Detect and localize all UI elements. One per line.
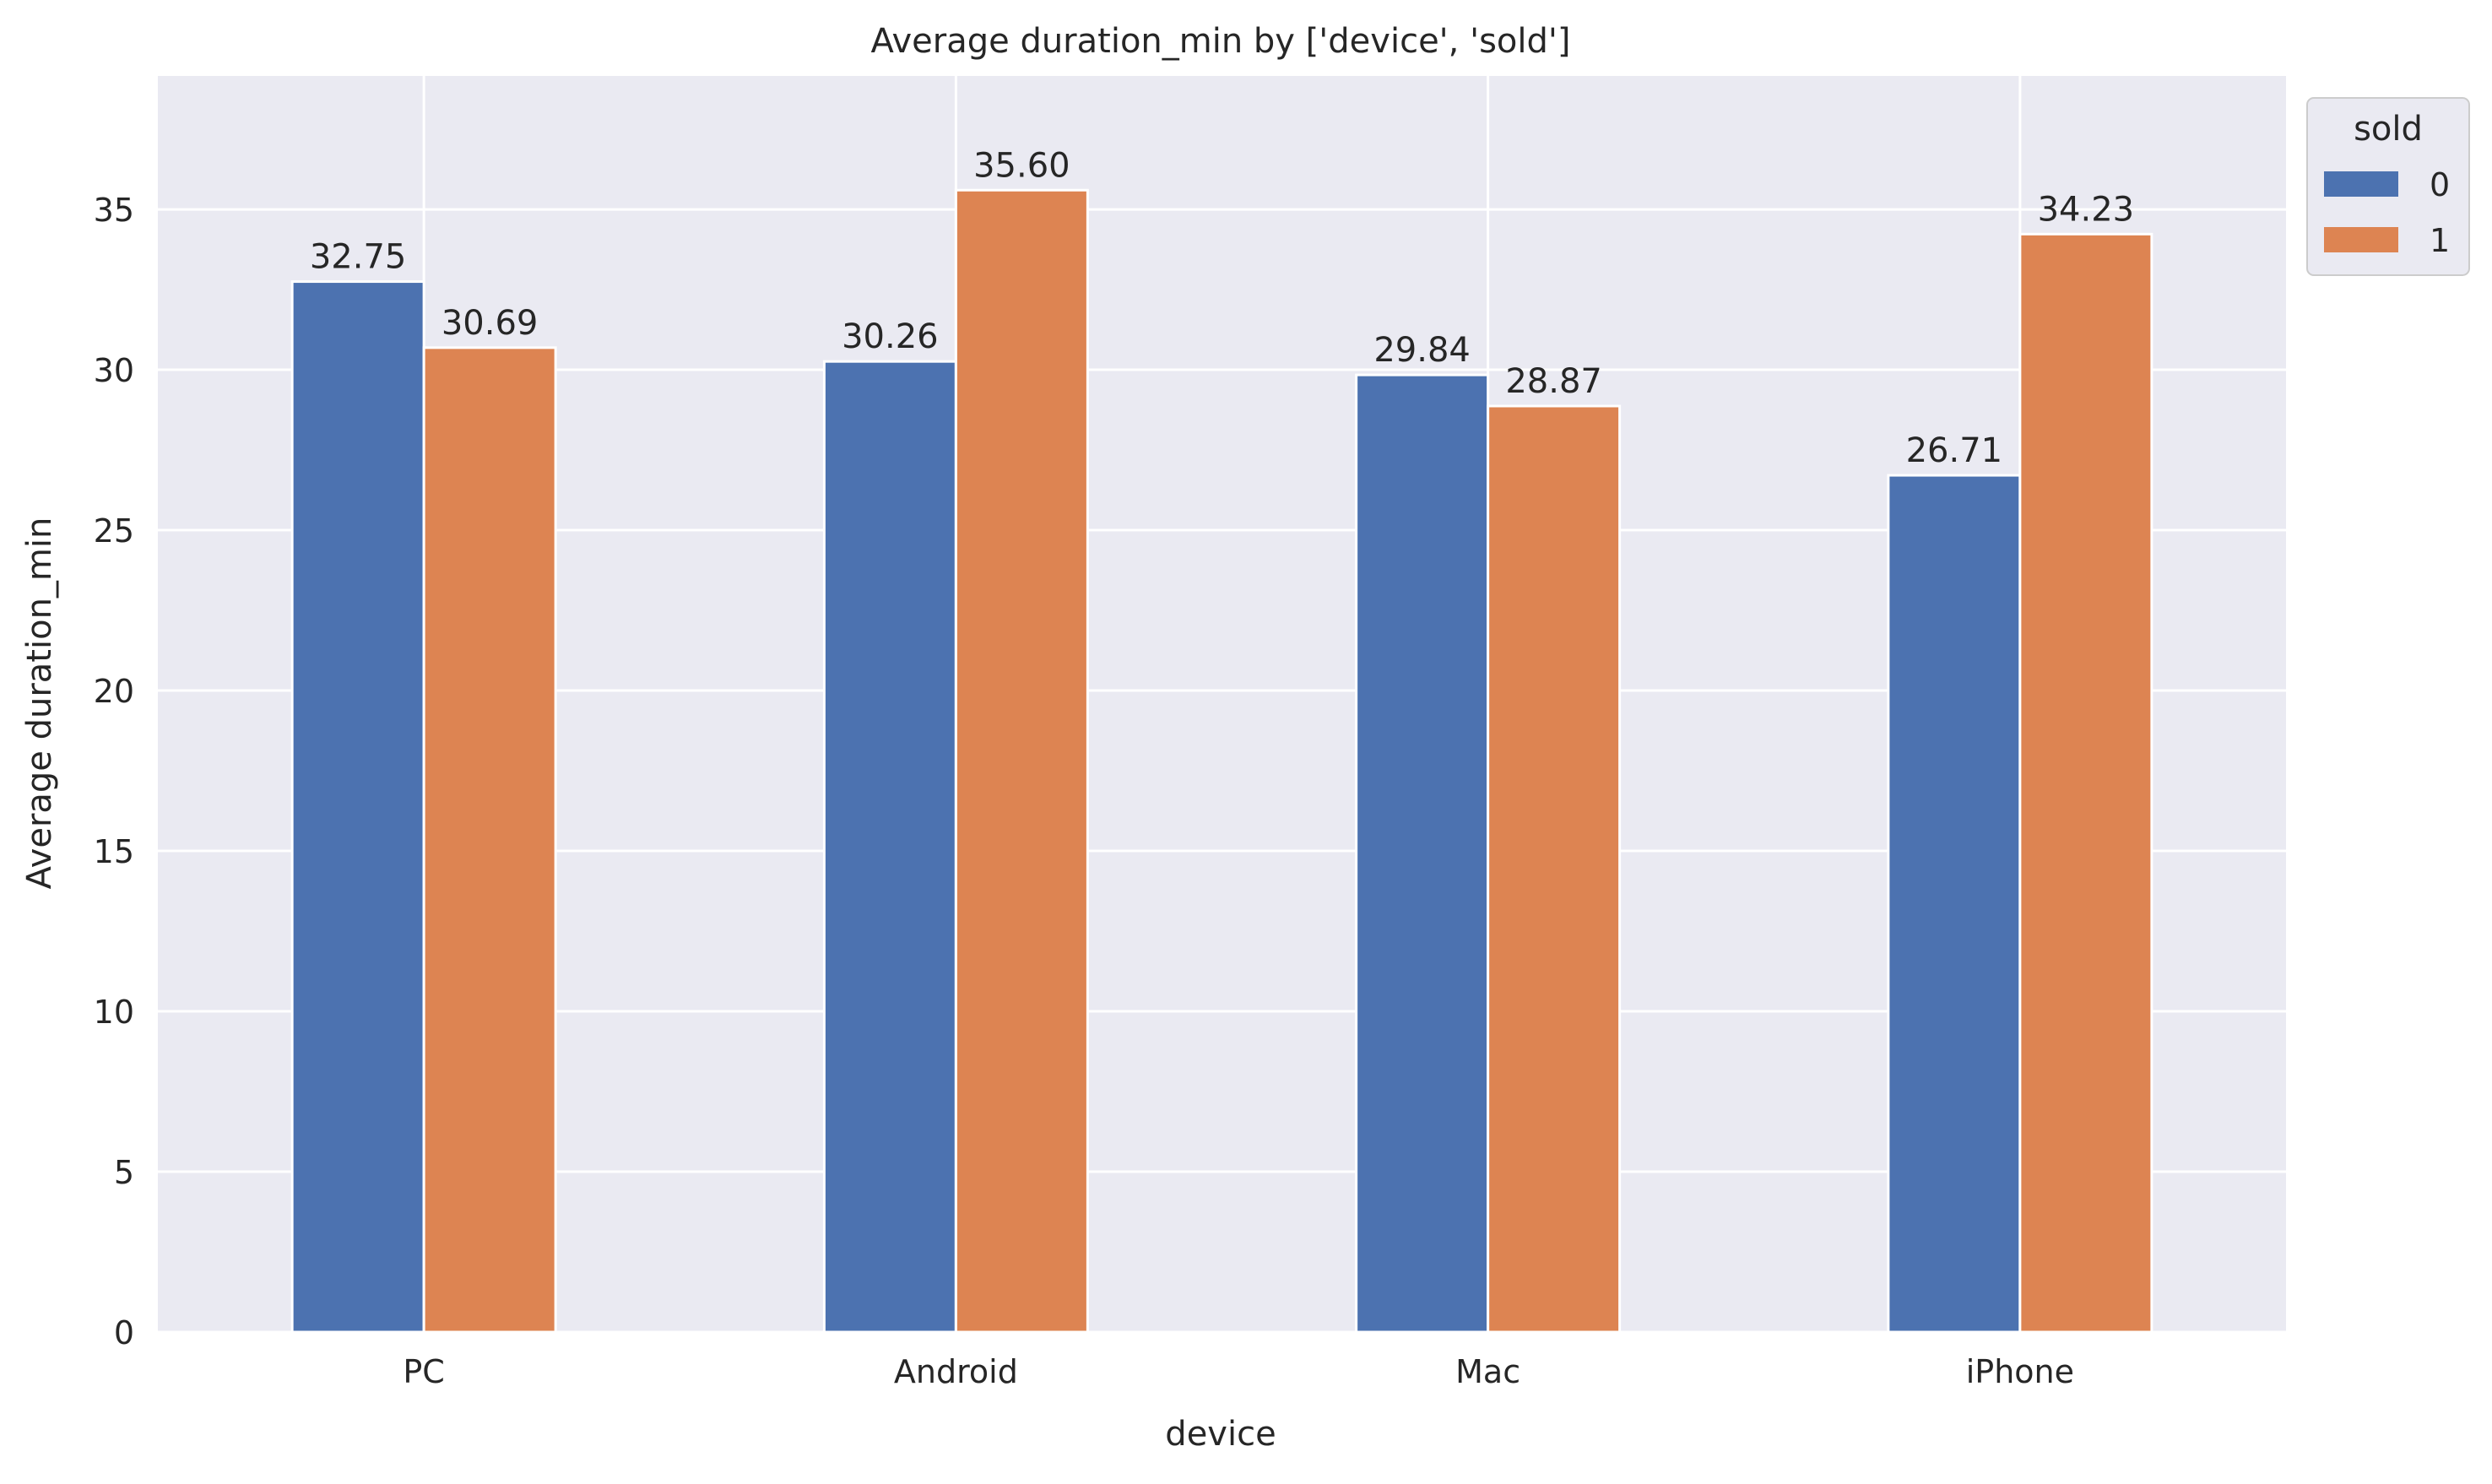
- y-tick-label: 0: [114, 1314, 134, 1351]
- y-tick-labels: 0 5 10 15 20 25 30 35: [94, 192, 134, 1351]
- bar-data-label: 30.69: [442, 304, 539, 343]
- bar-data-label: 29.84: [1373, 331, 1471, 370]
- bar-series-0: [290, 280, 425, 1334]
- bar-series-0: [822, 360, 957, 1334]
- bar-data-label: 26.71: [1906, 431, 2003, 470]
- legend-swatch: [2324, 171, 2398, 197]
- legend-entry-label: 1: [2430, 222, 2450, 259]
- x-axis-label: device: [1165, 1415, 1276, 1454]
- y-tick-label: 30: [94, 352, 134, 389]
- x-tick-label: PC: [403, 1353, 444, 1390]
- bar-data-label: 35.60: [973, 146, 1070, 185]
- y-tick-label: 10: [94, 994, 134, 1031]
- bar-data-label: 28.87: [1505, 362, 1602, 401]
- chart-title: Average duration_min by ['device', 'sold…: [870, 22, 1570, 61]
- bar-data-label: 34.23: [2038, 190, 2135, 229]
- y-tick-label: 25: [94, 512, 134, 550]
- legend-entry-label: 0: [2430, 166, 2450, 203]
- legend: sold 0 1: [2306, 97, 2470, 276]
- legend-title: sold: [2354, 110, 2423, 149]
- y-tick-label: 15: [94, 833, 134, 870]
- x-tick-labels: PC Android Mac iPhone: [403, 1353, 2074, 1390]
- x-tick-label: Mac: [1455, 1353, 1520, 1390]
- data-labels: 32.75 30.26 29.84 26.71 30.69 35.60 28.87 34.23: [310, 146, 2134, 470]
- bar-data-label: 32.75: [310, 238, 407, 277]
- x-tick-label: Android: [894, 1353, 1018, 1390]
- x-tick-label: iPhone: [1966, 1353, 2074, 1390]
- bar-data-label: 30.26: [842, 317, 939, 356]
- y-axis-label: Average duration_min: [20, 517, 59, 890]
- bar-series-1: [2018, 232, 2153, 1334]
- bar-series-1: [422, 346, 557, 1334]
- legend-swatch: [2324, 227, 2398, 252]
- y-tick-label: 20: [94, 673, 134, 710]
- bar-series-1: [954, 188, 1089, 1334]
- y-tick-label: 5: [114, 1154, 134, 1191]
- bars: [290, 188, 2153, 1334]
- bar-series-0: [1355, 373, 1490, 1334]
- bar-series-1: [1487, 404, 1622, 1334]
- y-tick-label: 35: [94, 192, 134, 229]
- bar-series-0: [1887, 474, 2022, 1334]
